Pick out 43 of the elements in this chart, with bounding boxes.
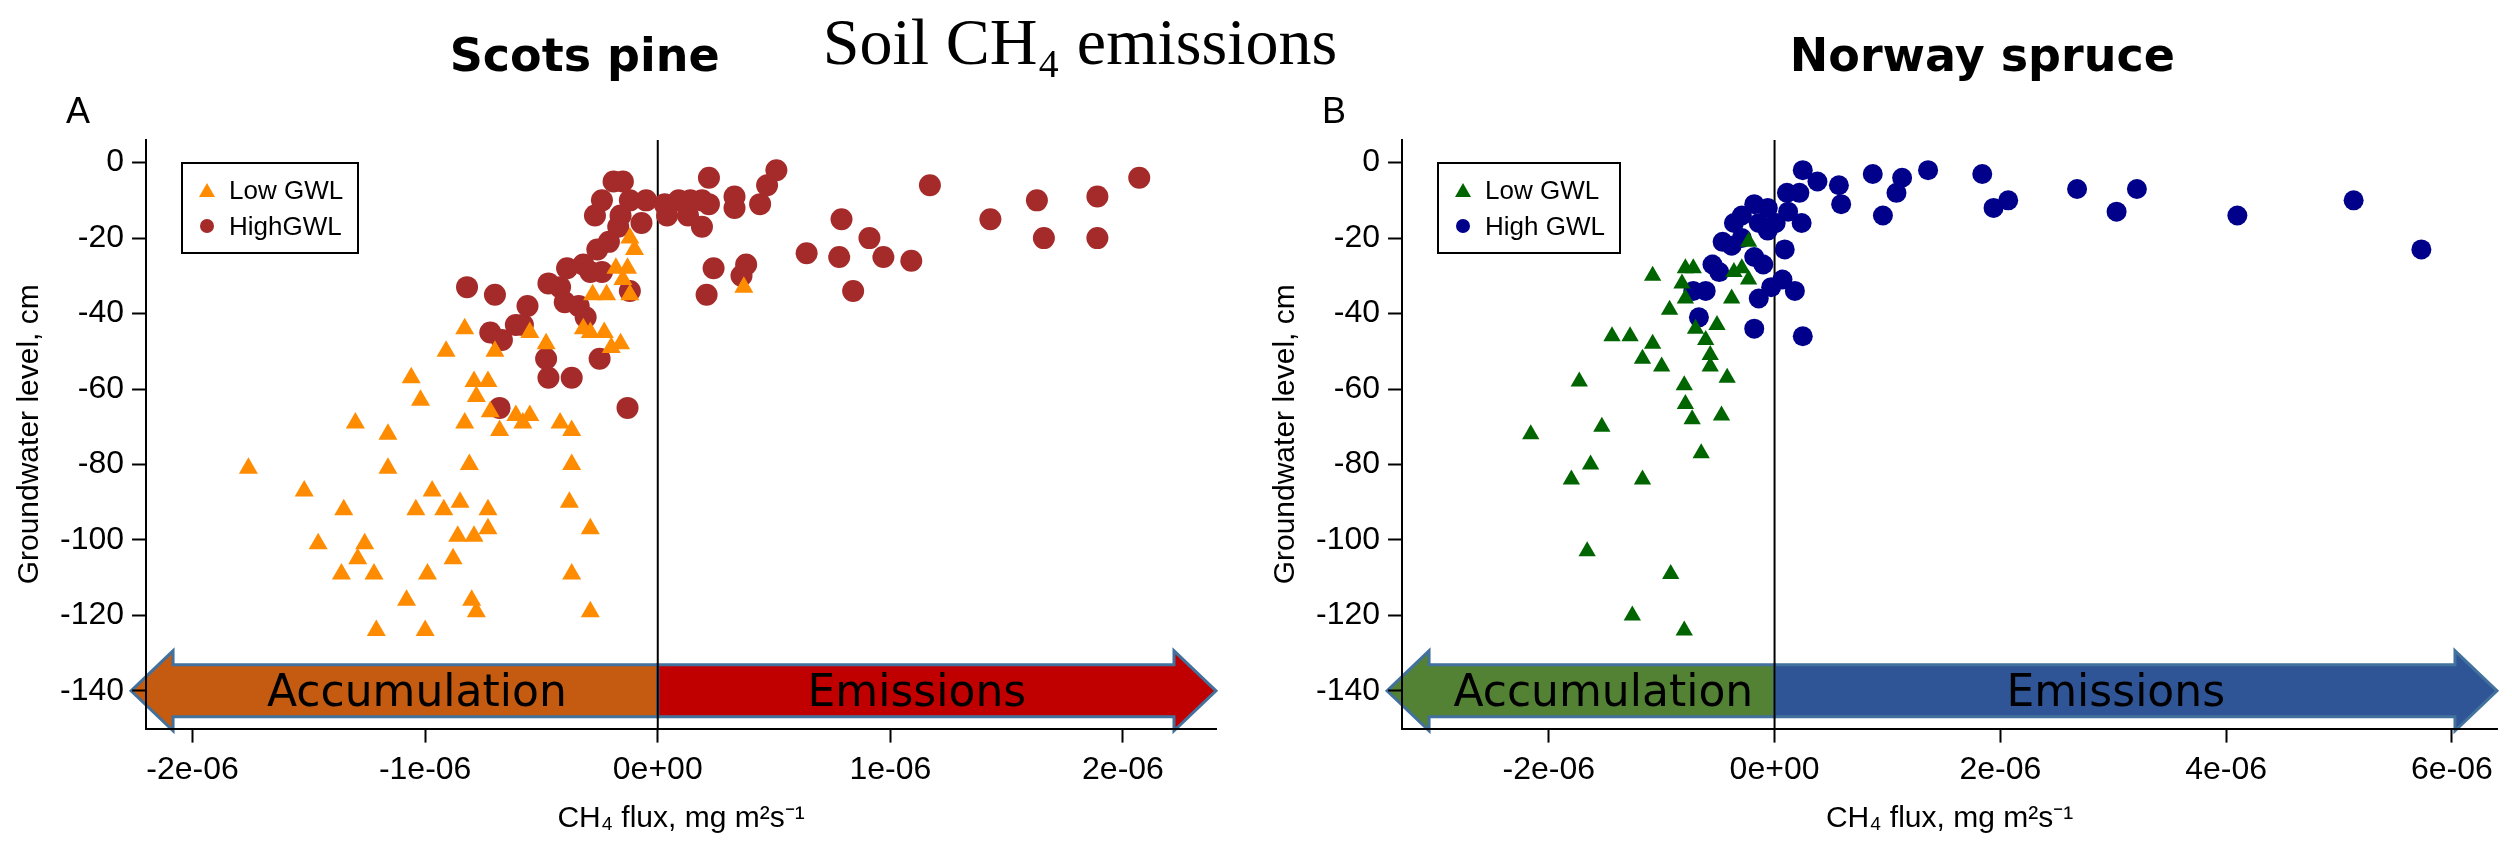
chart-title: Norway spruce xyxy=(1789,28,2175,82)
y-tick-label: -40 xyxy=(77,293,125,330)
text: B xyxy=(1322,90,1347,132)
x-tick-label: 6e-06 xyxy=(2410,749,2493,786)
legend-label: HighGWL xyxy=(229,210,342,243)
y-tick-label: -140 xyxy=(60,670,125,707)
y-tick-label: -80 xyxy=(77,444,125,481)
y-tick-label: 0 xyxy=(106,142,125,179)
legend-label: Low GWL xyxy=(1485,174,1600,207)
y-tick-label: -20 xyxy=(1333,217,1381,254)
x-tick-label: 0e+00 xyxy=(1729,749,1820,786)
annotation: Emissions xyxy=(807,663,1027,718)
y-tick-label: -60 xyxy=(77,368,125,405)
y-axis-title: Groundwater level, cm xyxy=(1267,284,1301,585)
y-axis-title: Groundwater level, cm xyxy=(11,284,45,585)
text: Soil CH₄ emissions xyxy=(822,4,1338,80)
x-tick-label: 2e-06 xyxy=(1082,749,1164,786)
y-tick-label: -20 xyxy=(77,217,125,254)
y-tick-label: -120 xyxy=(1316,595,1381,632)
y-tick-label: -120 xyxy=(60,595,125,632)
annotation: Accumulation xyxy=(266,663,567,718)
x-tick-label: -2e-06 xyxy=(1502,749,1596,786)
x-tick-label: 1e-06 xyxy=(849,749,932,786)
y-tick-label: -100 xyxy=(60,519,125,556)
annotation: Accumulation xyxy=(1453,663,1754,718)
y-tick-label: 0 xyxy=(1362,142,1381,179)
x-tick-label: 2e-06 xyxy=(1959,749,2042,786)
y-tick-label: -80 xyxy=(1333,444,1381,481)
chart-title: Scots pine xyxy=(449,28,720,82)
y-tick-label: -100 xyxy=(1316,519,1381,556)
text: A xyxy=(66,90,91,132)
x-axis-title: CH₄ flux, mg m²s⁻¹ xyxy=(557,800,805,834)
legend-label: High GWL xyxy=(1485,210,1605,243)
x-tick-label: 0e+00 xyxy=(612,749,703,786)
y-tick-label: -60 xyxy=(1333,368,1381,405)
x-tick-label: 4e-06 xyxy=(2185,749,2268,786)
x-tick-label: -2e-06 xyxy=(146,749,239,786)
annotation: Emissions xyxy=(2006,663,2226,718)
x-tick-label: -1e-06 xyxy=(378,749,472,786)
legend-label: Low GWL xyxy=(229,174,344,207)
y-tick-label: -140 xyxy=(1316,670,1381,707)
x-axis-title: CH₄ flux, mg m²s⁻¹ xyxy=(1825,800,2074,834)
y-tick-label: -40 xyxy=(1333,293,1381,330)
